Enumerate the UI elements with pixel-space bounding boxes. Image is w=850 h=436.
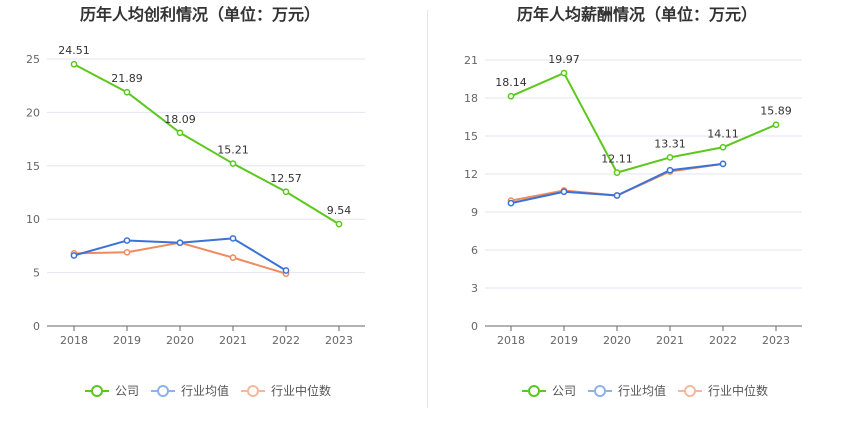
salary-chart: 历年人均薪酬情况（单位：万元） 0 3 6 9 12 15 18 21 2018 2019 2020 2… <box>464 5 802 398</box>
data-point <box>335 220 343 228</box>
y-tick-label: 3 <box>471 282 478 295</box>
chart-panel-profit: 历年人均创利情况（单位：万元） 0 5 10 15 20 25 2018 2019 2020 202… <box>26 5 365 398</box>
data-point <box>176 129 184 137</box>
x-tick-label: 2018 <box>497 334 525 347</box>
legend-marker <box>594 385 606 397</box>
data-point <box>772 121 780 129</box>
legend-label: 公司 <box>552 384 576 398</box>
legend-label: 行业中位数 <box>708 383 768 398</box>
data-point <box>719 160 727 168</box>
data-point <box>507 92 515 100</box>
data-point <box>70 60 78 68</box>
legend-marker <box>528 385 540 397</box>
data-label: 13.31 <box>654 137 686 150</box>
x-tick-label: 2018 <box>60 334 88 347</box>
data-point <box>70 252 78 259</box>
y-tick-label: 15 <box>26 160 40 173</box>
data-label: 21.89 <box>111 72 143 85</box>
x-tick-label: 2021 <box>656 334 684 347</box>
data-point <box>560 188 568 196</box>
data-point <box>613 192 621 199</box>
data-label: 18.14 <box>495 76 527 89</box>
y-tick-label: 12 <box>464 168 478 181</box>
profit-chart: 历年人均创利情况（单位：万元） 0 5 10 15 20 25 2018 2019 2020 202… <box>26 5 365 398</box>
legend-label: 行业均值 <box>618 383 666 398</box>
data-point <box>282 188 290 196</box>
chart-title: 历年人均薪酬情况（单位：万元） <box>517 5 757 24</box>
data-label: 24.51 <box>58 44 90 57</box>
panel-divider <box>427 10 428 408</box>
data-point <box>123 237 131 244</box>
y-tick-label: 25 <box>26 53 40 66</box>
x-tick-label: 2019 <box>550 334 578 347</box>
series-line-company <box>510 72 777 174</box>
data-label: 12.11 <box>601 153 633 166</box>
data-point <box>176 239 184 247</box>
legend-label: 行业中位数 <box>271 383 331 398</box>
x-tick-label: 2023 <box>762 334 790 347</box>
y-tick-label: 5 <box>33 267 40 280</box>
y-tick-label: 0 <box>471 320 478 333</box>
data-label: 15.21 <box>217 144 249 157</box>
y-tick-label: 9 <box>471 206 478 219</box>
data-label: 14.11 <box>707 127 739 140</box>
x-tick-label: 2020 <box>603 334 631 347</box>
y-tick-label: 10 <box>26 213 40 226</box>
data-label: 9.54 <box>327 204 352 217</box>
x-tick-label: 2021 <box>219 334 247 347</box>
data-label: 18.09 <box>164 113 196 126</box>
x-tick-label: 2023 <box>325 334 353 347</box>
y-tick-label: 15 <box>464 130 478 143</box>
data-label: 15.89 <box>760 105 792 118</box>
y-tick-label: 20 <box>26 106 40 119</box>
data-point <box>613 169 621 176</box>
data-point <box>229 160 237 167</box>
chart-title: 历年人均创利情况（单位：万元） <box>80 5 320 24</box>
legend-marker <box>91 385 103 397</box>
y-tick-label: 21 <box>464 54 478 67</box>
data-point <box>507 199 515 207</box>
data-point <box>719 143 727 151</box>
legend-marker <box>247 385 259 397</box>
data-point <box>123 248 131 256</box>
data-point <box>123 88 131 96</box>
series-line-company <box>73 63 340 225</box>
y-tick-label: 0 <box>33 320 40 333</box>
y-tick-label: 6 <box>471 244 478 257</box>
data-label: 19.97 <box>548 53 580 66</box>
legend-marker <box>684 385 696 397</box>
data-point <box>229 235 237 242</box>
x-tick-label: 2022 <box>709 334 737 347</box>
legend-marker <box>157 385 169 397</box>
data-point <box>666 154 674 161</box>
data-label: 12.57 <box>270 172 302 185</box>
x-tick-label: 2022 <box>272 334 300 347</box>
x-tick-label: 2020 <box>166 334 194 347</box>
x-tick-label: 2019 <box>113 334 141 347</box>
data-point <box>229 254 237 261</box>
data-point <box>666 166 674 174</box>
data-point <box>282 267 290 274</box>
y-tick-label: 18 <box>464 92 478 105</box>
legend-label: 公司 <box>115 384 139 398</box>
legend-label: 行业均值 <box>181 383 229 398</box>
chart-panel-salary: 历年人均薪酬情况（单位：万元） 0 3 6 9 12 15 18 21 2018 2019 2020 2… <box>425 0 850 436</box>
data-point <box>560 69 568 77</box>
